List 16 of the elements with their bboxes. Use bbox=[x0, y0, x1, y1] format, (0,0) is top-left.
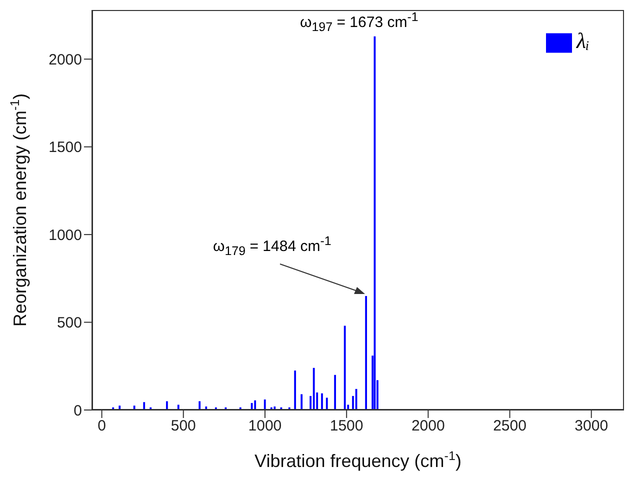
x-tick-label: 2000 bbox=[411, 418, 445, 435]
x-tick-label: 1000 bbox=[248, 418, 282, 435]
x-tick-label: 500 bbox=[170, 418, 196, 435]
y-tick-label: 500 bbox=[56, 314, 82, 332]
x-tick-label: 1500 bbox=[330, 418, 364, 435]
annotation: ω$_{197}$ = 1673 cm$^{-1}$ bbox=[300, 10, 418, 34]
x-tick-label: 3000 bbox=[574, 418, 608, 435]
x-tick-label: 2500 bbox=[493, 418, 526, 435]
y-tick-label: 1000 bbox=[48, 226, 82, 244]
y-tick-label: 2000 bbox=[48, 51, 82, 68]
y-tick-label: 0 bbox=[74, 402, 82, 420]
legend-label: λᵢ bbox=[576, 28, 590, 53]
x-axis-title: Vibration frequency (cm$^{-1}$) bbox=[254, 449, 462, 471]
x-tick-label: 0 bbox=[98, 418, 106, 435]
y-tick-label: 1500 bbox=[48, 139, 82, 156]
annotation: ω$_{179}$ = 1484 cm$^{-1}$ bbox=[213, 234, 332, 258]
